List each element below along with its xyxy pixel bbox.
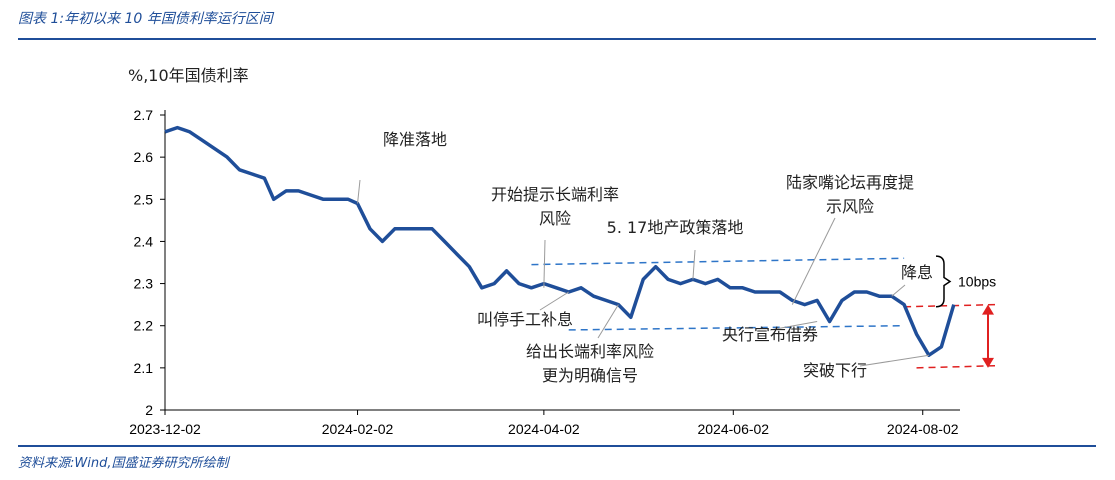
y-tick-label: 2.7: [134, 107, 154, 123]
annotation-label-line2: 更为明确信号: [542, 366, 638, 385]
channel-lower-line: [568, 324, 905, 331]
annotation-label: 降准落地: [383, 130, 447, 149]
annotation-label: 央行宣布借券: [722, 325, 818, 344]
bracket-label: 10bps: [958, 273, 996, 289]
drop-arrow-head-down: [982, 357, 994, 368]
channel-upper-line: [531, 257, 905, 266]
annotation-leader: [692, 249, 696, 280]
annotation-label: 开始提示长端利率: [491, 185, 619, 204]
x-tick-label: 2024-02-02: [322, 421, 394, 437]
annotation-leader: [597, 304, 619, 339]
annotation-label: 5. 17地产政策落地: [607, 218, 744, 237]
annotation-label-line2: 示风险: [826, 197, 874, 216]
x-tick-label: 2024-06-02: [697, 421, 769, 437]
y-tick-label: 2.3: [134, 276, 154, 292]
x-tick-label: 2023-12-02: [129, 421, 201, 437]
top-rule: [18, 38, 1096, 40]
annotation-label: 降息: [901, 263, 933, 282]
x-tick-label: 2024-04-02: [508, 421, 580, 437]
source-note: 资料来源:Wind,国盛证券研究所绘制: [18, 456, 229, 471]
annotation-label: 给出长端利率风险: [526, 342, 654, 361]
annotation-leader: [357, 179, 361, 204]
y-axis-unit-label: %,10年国债利率: [128, 66, 249, 85]
figure-caption: 图表 1:年初以来 10 年国债利率运行区间: [18, 11, 273, 27]
annotation-leader: [791, 217, 836, 305]
annotation-label: 突破下行: [803, 361, 867, 380]
bottom-rule: [18, 445, 1096, 447]
annotation-leader: [539, 291, 569, 311]
y-tick-label: 2.4: [134, 233, 154, 249]
y-tick-label: 2.6: [134, 149, 154, 165]
drop-lower-line: [916, 365, 996, 369]
annotation-label-line2: 风险: [539, 209, 571, 228]
rate-cut-bracket: [935, 255, 952, 308]
annotation-leader: [891, 284, 906, 297]
y-tick-label: 2.2: [134, 318, 154, 334]
annotation-label: 叫停手工补息: [477, 310, 573, 329]
annotation-label: 陆家嘴论坛再度提: [786, 173, 914, 192]
y-tick-label: 2.5: [134, 191, 154, 207]
x-tick-label: 2024-08-02: [887, 421, 959, 437]
annotation-leader: [543, 239, 546, 288]
y-tick-label: 2: [145, 402, 153, 418]
drop-upper-line: [904, 303, 996, 308]
drop-arrow-head-up: [982, 304, 994, 315]
y-tick-label: 2.1: [134, 360, 154, 376]
annotation-leader: [859, 354, 930, 367]
annotation-leader: [769, 321, 818, 331]
